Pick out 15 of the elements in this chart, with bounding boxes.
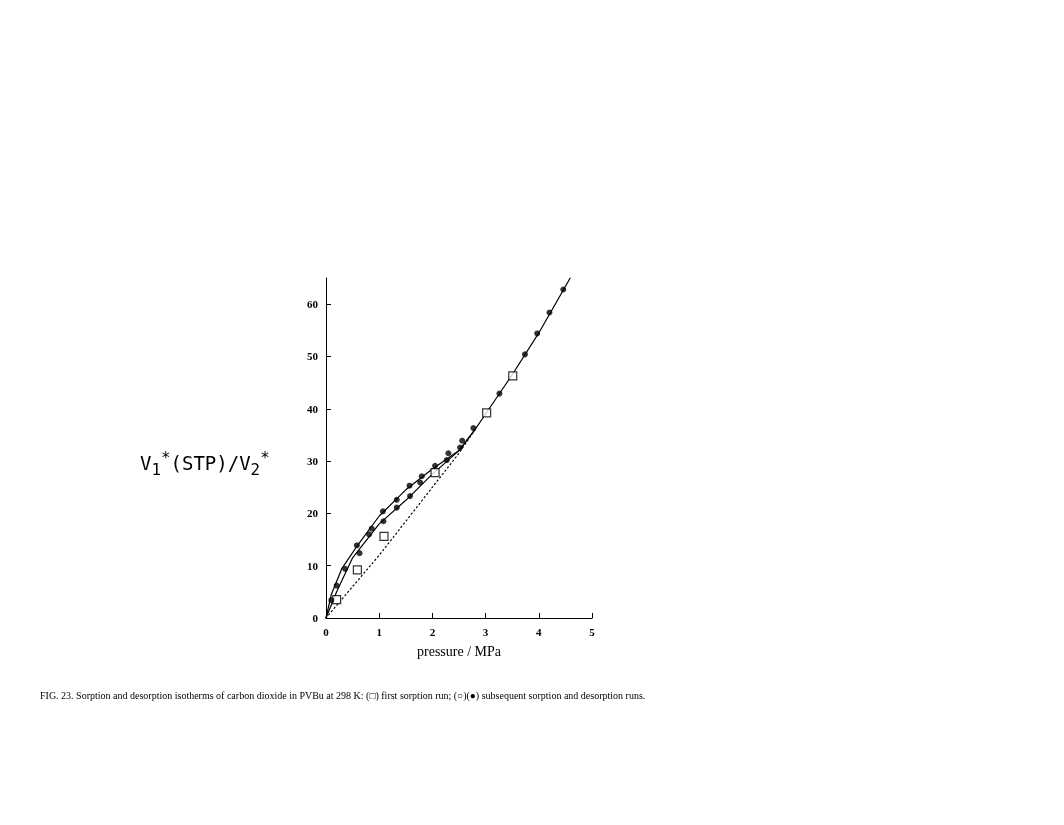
y-tick-label: 20 [307, 507, 319, 520]
x-tick-label: 1 [376, 625, 382, 638]
x-tick-label: 0 [323, 625, 330, 638]
x-tick-label: 3 [482, 625, 489, 638]
y-tick-label: 10 [307, 559, 319, 572]
caption: FIG. 23. Sorption and desorption isotherms of carbon dioxide in PVBu at 298 K: (□) first sorption run; (○)(●) subsequent sorption and desorption runs. [40, 689, 647, 703]
y-tick-label: 0 [312, 612, 319, 624]
x-axis-title: pressure / MPa [417, 643, 502, 659]
y-tick-label: 60 [307, 298, 319, 311]
x-tick-label: 2 [429, 625, 436, 638]
y-tick-label: 40 [307, 402, 319, 415]
x-tick-label: 5 [589, 625, 596, 638]
x-tick-label: 4 [536, 625, 543, 638]
y-tick-label: 30 [307, 455, 319, 468]
y-tick-label: 50 [307, 350, 319, 363]
